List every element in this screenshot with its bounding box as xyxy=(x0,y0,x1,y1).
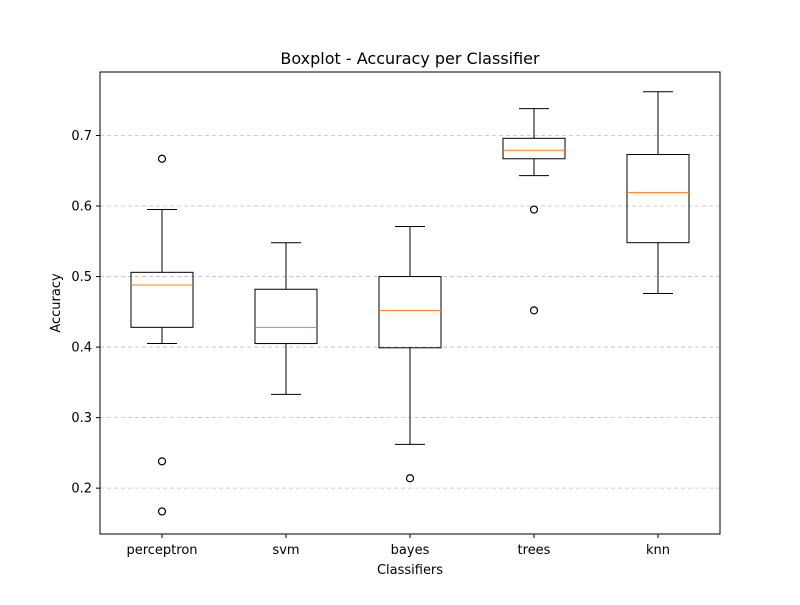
box-knn xyxy=(626,91,690,294)
y-tick-label: 0.5 xyxy=(71,270,92,285)
box-trees xyxy=(502,108,566,315)
outlier-point xyxy=(157,457,167,466)
iqr-box xyxy=(378,276,442,349)
outlier-point xyxy=(157,507,167,516)
outlier-point xyxy=(529,306,539,315)
y-tick-label: 0.2 xyxy=(71,482,92,497)
x-tick-label: knn xyxy=(646,543,670,558)
y-tick-label: 0.3 xyxy=(71,411,92,426)
iqr-box xyxy=(254,288,318,345)
x-tick-label: trees xyxy=(518,543,551,558)
y-tick-label: 0.6 xyxy=(71,200,92,215)
axis-layer: 0.2 0.3 0.4 0.5 0.6 0.7 perceptron svm bayes tree… xyxy=(71,129,670,558)
iqr-box xyxy=(130,271,194,328)
outlier-point xyxy=(157,154,167,163)
box-svm xyxy=(254,242,318,395)
y-axis-label: Accuracy xyxy=(49,273,64,333)
iqr-box xyxy=(502,137,566,160)
outlier-point xyxy=(405,474,415,483)
box-layer xyxy=(130,91,690,516)
y-tick-label: 0.4 xyxy=(71,341,92,356)
iqr-box xyxy=(626,154,690,244)
outlier-point xyxy=(529,205,539,214)
box-perceptron xyxy=(130,154,194,516)
x-tick-label: perceptron xyxy=(126,543,197,558)
x-tick-label: svm xyxy=(272,543,299,558)
chart-title: Boxplot - Accuracy per Classifier xyxy=(280,49,540,68)
y-tick-label: 0.7 xyxy=(71,129,92,144)
x-tick-label: bayes xyxy=(391,543,430,558)
box-bayes xyxy=(378,225,442,483)
x-axis-label: Classifiers xyxy=(377,563,443,578)
